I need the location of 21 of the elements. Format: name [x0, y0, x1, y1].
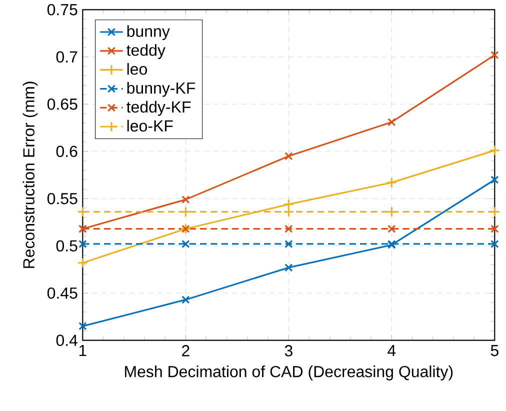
x-tick-label: 3: [284, 345, 292, 356]
x-tick-label: 4: [388, 345, 396, 356]
y-tick-label: 0.55: [47, 192, 78, 204]
legend-label: leo: [127, 63, 147, 75]
y-tick-label: 0.6: [56, 146, 78, 158]
legend-label: bunny: [127, 25, 170, 40]
y-tick-label: 0.75: [47, 4, 78, 16]
y-tick-label: 0.5: [56, 240, 78, 252]
legend-label: teddy-KF: [126, 100, 191, 116]
y-tick-label: 0.45: [47, 287, 78, 299]
legend-label: leo-KF: [127, 120, 173, 132]
y-axis-title: Reconstruction Error (mm): [22, 82, 38, 268]
y-tick-label: 0.4: [56, 334, 78, 346]
legend-label: bunny-KF: [127, 82, 196, 97]
y-tick-label: 0.7: [56, 51, 78, 63]
x-tick-label: 2: [182, 345, 190, 356]
legend-label: teddy: [126, 44, 166, 60]
x-tick-label: 1: [79, 345, 86, 356]
x-tick-label: 5: [490, 345, 498, 356]
y-tick-label: 0.65: [47, 98, 78, 110]
x-axis-title: Mesh Decimation of CAD (Decreasing Quality): [125, 366, 453, 380]
